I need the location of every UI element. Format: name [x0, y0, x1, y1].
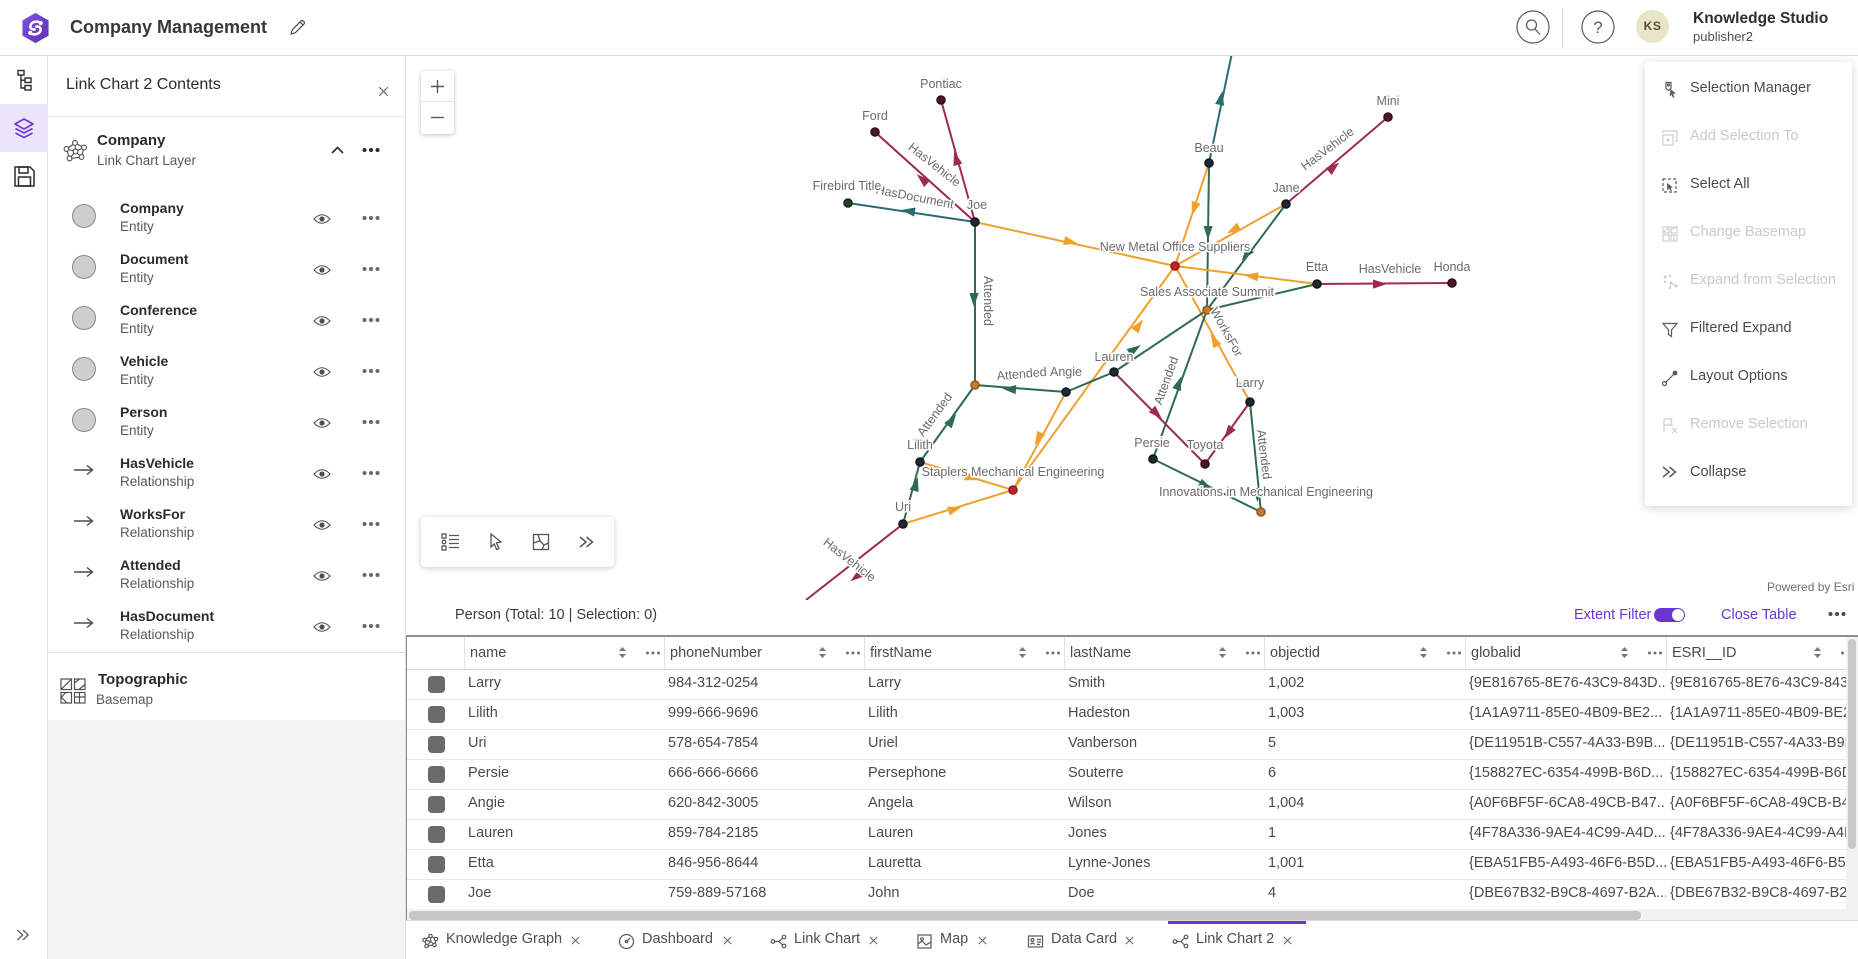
svg-text:Toyota: Toyota — [1187, 438, 1224, 452]
svg-text:Sales Associate Summit: Sales Associate Summit — [1140, 285, 1275, 299]
svg-text:Joe: Joe — [967, 198, 987, 212]
svg-text:Jane: Jane — [1272, 181, 1299, 195]
svg-text:HasVehicle: HasVehicle — [1298, 124, 1356, 173]
svg-text:HasDocument: HasDocument — [875, 183, 956, 212]
svg-text:HasVehicle: HasVehicle — [821, 535, 879, 585]
svg-text:Angie: Angie — [1050, 365, 1082, 379]
svg-text:Persie: Persie — [1134, 436, 1169, 450]
svg-text:Innovations in Mechanical Engi: Innovations in Mechanical Engineering — [1159, 485, 1373, 499]
svg-text:WorksFor: WorksFor — [1207, 305, 1245, 359]
svg-text:Honda: Honda — [1434, 260, 1471, 274]
svg-text:Larry: Larry — [1236, 376, 1265, 390]
svg-text:Beau: Beau — [1194, 141, 1223, 155]
svg-text:Attended: Attended — [981, 276, 995, 326]
svg-text:Lilith: Lilith — [907, 438, 933, 452]
svg-text:Ford: Ford — [862, 109, 888, 123]
svg-text:Staplers Mechanical Engineerin: Staplers Mechanical Engineering — [922, 465, 1105, 479]
svg-text:Mini: Mini — [1377, 94, 1400, 108]
svg-text:Attended: Attended — [914, 390, 955, 439]
svg-text:Attended: Attended — [996, 365, 1047, 383]
svg-text:Pontiac: Pontiac — [920, 77, 962, 91]
svg-text:Etta: Etta — [1306, 260, 1328, 274]
svg-text:Attended: Attended — [1151, 355, 1181, 407]
svg-text:Uri: Uri — [895, 500, 911, 514]
svg-text:HasVehicle: HasVehicle — [1359, 262, 1422, 276]
svg-text:New Metal Office Suppliers: New Metal Office Suppliers — [1100, 240, 1251, 254]
svg-text:Lauren: Lauren — [1095, 350, 1134, 364]
svg-text:Firebird Title: Firebird Title — [813, 179, 882, 193]
svg-text:?: ? — [1593, 18, 1602, 37]
